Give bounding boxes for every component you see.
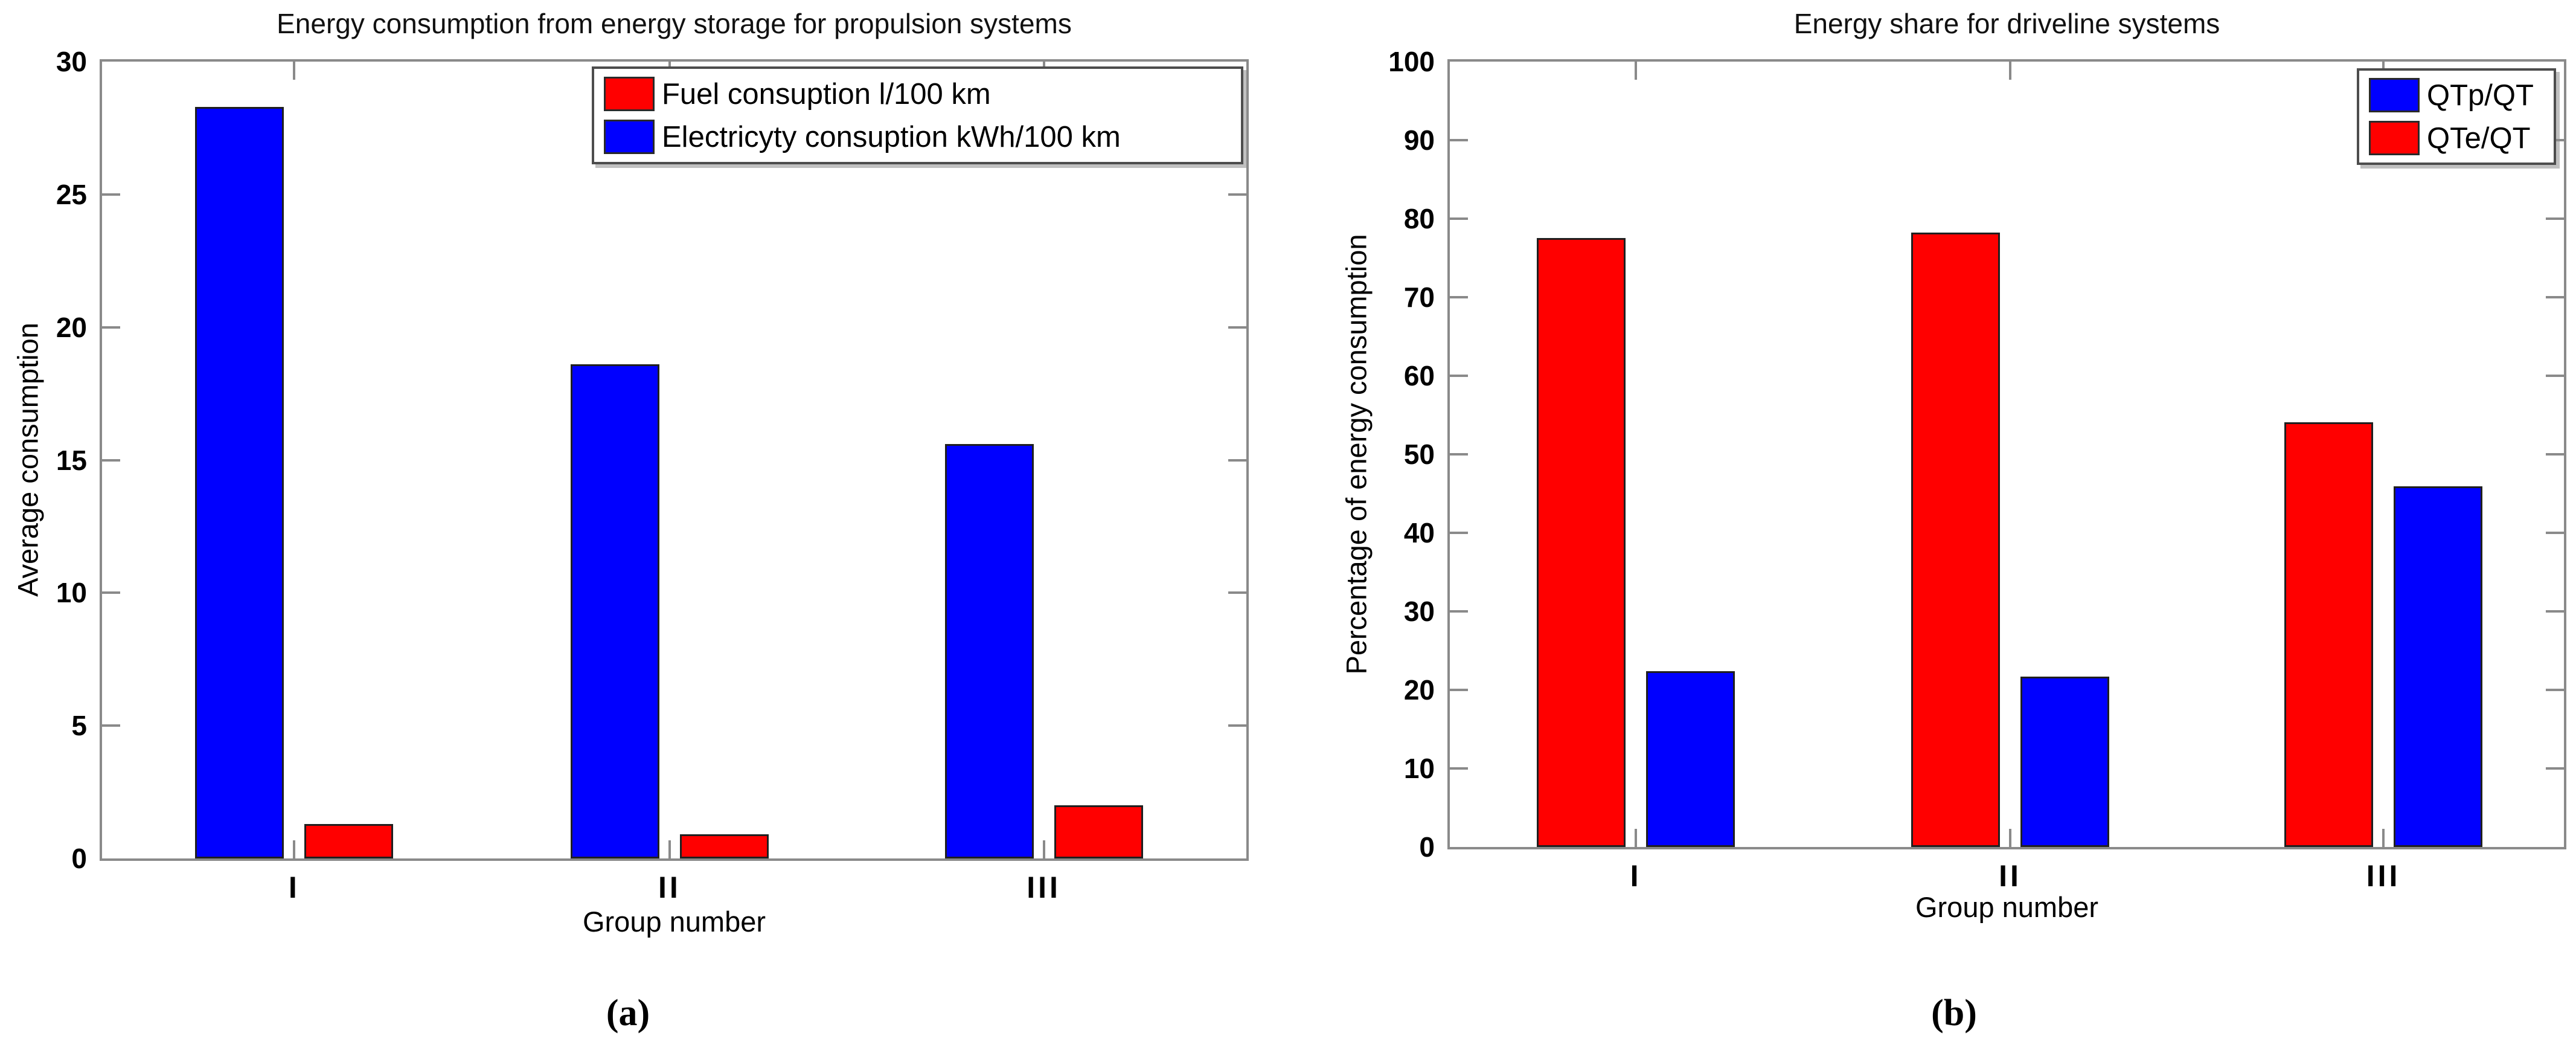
- y-tick-label: 100: [1388, 46, 1435, 77]
- right-bar-blue-group-II: [2020, 677, 2109, 847]
- y-tick-mark-left: [102, 326, 120, 329]
- right-bar-red-group-III: [2284, 422, 2373, 847]
- y-tick-label: 15: [56, 444, 87, 476]
- left-bar-blue-group-I: [195, 107, 284, 858]
- y-tick-mark-left: [102, 459, 120, 462]
- right-chart-x-axis-label: Group number: [1915, 891, 2099, 923]
- left-bar-red-group-III: [1054, 805, 1143, 858]
- y-tick-label: 0: [71, 843, 87, 874]
- x-tick-label: II: [658, 871, 681, 904]
- y-tick-mark-right: [1228, 193, 1246, 196]
- legend-swatch-red: [2369, 121, 2420, 155]
- legend-row: QTe/QT: [2369, 121, 2544, 155]
- y-tick-mark-left: [1450, 532, 1468, 534]
- y-tick-label: 60: [1403, 360, 1435, 391]
- x-tick-mark-top: [1635, 62, 1638, 80]
- y-tick-mark-right: [2546, 217, 2564, 220]
- y-tick-label: 5: [71, 710, 87, 742]
- y-tick-mark-right: [1228, 724, 1246, 727]
- left-bar-red-group-I: [304, 824, 393, 858]
- legend-swatch-blue: [2369, 78, 2420, 112]
- x-tick-mark-top: [2009, 62, 2012, 80]
- x-tick-mark-bottom: [1635, 829, 1638, 847]
- legend-row: Fuel consuption l/100 km: [604, 77, 1231, 111]
- left-bar-red-group-II: [680, 834, 769, 858]
- y-tick-label: 20: [56, 311, 87, 343]
- legend-swatch-blue: [604, 120, 655, 154]
- y-tick-mark-left: [1450, 139, 1468, 141]
- left-chart-x-axis-label: Group number: [582, 906, 766, 938]
- x-tick-label: III: [2366, 859, 2401, 893]
- y-tick-mark-right: [2546, 610, 2564, 613]
- subfigure-caption-a: (a): [606, 993, 650, 1034]
- x-tick-label: I: [1630, 859, 1642, 893]
- legend-label: Electricyty consuption kWh/100 km: [662, 120, 1121, 153]
- x-tick-mark-bottom: [2382, 829, 2385, 847]
- right-bar-red-group-I: [1537, 238, 1626, 847]
- y-tick-mark-right: [1228, 326, 1246, 329]
- y-tick-mark-left: [102, 591, 120, 594]
- left-chart-legend: Fuel consuption l/100 km Electricyty cons…: [592, 66, 1243, 164]
- y-tick-mark-right: [2546, 453, 2564, 456]
- y-tick-label: 50: [1403, 439, 1435, 470]
- y-tick-mark-right: [1228, 591, 1246, 594]
- y-tick-mark-left: [102, 724, 120, 727]
- y-tick-mark-left: [102, 193, 120, 196]
- legend-label: Fuel consuption l/100 km: [662, 77, 991, 111]
- left-bar-blue-group-III: [945, 444, 1034, 858]
- x-tick-label: III: [1027, 871, 1061, 904]
- y-tick-label: 30: [1403, 596, 1435, 627]
- left-bar-blue-group-II: [571, 364, 659, 858]
- y-tick-label: 10: [56, 577, 87, 609]
- right-chart-title: Energy share for driveline systems: [1793, 8, 2220, 39]
- y-tick-mark-right: [1228, 459, 1246, 462]
- y-tick-label: 80: [1403, 203, 1435, 234]
- right-bar-blue-group-III: [2394, 486, 2482, 847]
- y-tick-mark-right: [2546, 375, 2564, 377]
- y-tick-label: 20: [1403, 674, 1435, 706]
- x-tick-mark-bottom: [2009, 829, 2012, 847]
- y-tick-label: 90: [1403, 124, 1435, 156]
- y-tick-mark-left: [1450, 217, 1468, 220]
- y-tick-mark-right: [2546, 296, 2564, 298]
- x-tick-label: II: [1999, 859, 2022, 893]
- left-chart-title: Energy consumption from energy storage f…: [277, 8, 1072, 39]
- y-tick-label: 30: [56, 46, 87, 77]
- legend-label: QTp/QT: [2427, 79, 2534, 112]
- y-tick-label: 0: [1419, 831, 1435, 863]
- y-tick-mark-left: [1450, 375, 1468, 377]
- y-tick-mark-right: [2546, 689, 2564, 691]
- legend-row: QTp/QT: [2369, 78, 2544, 112]
- legend-label: QTe/QT: [2427, 121, 2531, 155]
- x-tick-mark-bottom: [293, 840, 296, 858]
- left-chart-plot-area: 0 5 10 15 20 25 30 I II III: [56, 46, 1249, 904]
- y-tick-mark-left: [1450, 453, 1468, 456]
- subfigure-caption-b: (b): [1931, 993, 1977, 1034]
- y-tick-label: 25: [56, 178, 87, 210]
- right-bar-red-group-II: [1911, 233, 2000, 847]
- y-tick-label: 10: [1403, 753, 1435, 784]
- y-tick-mark-right: [2546, 532, 2564, 534]
- y-tick-label: 40: [1403, 517, 1435, 549]
- right-bar-blue-group-I: [1646, 671, 1735, 847]
- x-tick-mark-bottom: [668, 840, 671, 858]
- y-tick-mark-right: [2546, 767, 2564, 770]
- x-tick-mark-bottom: [1042, 840, 1045, 858]
- right-chart-legend: QTp/QT QTe/QT: [2357, 68, 2556, 165]
- y-tick-mark-left: [1450, 767, 1468, 770]
- legend-row: Electricyty consuption kWh/100 km: [604, 120, 1231, 154]
- y-tick-label: 70: [1403, 282, 1435, 313]
- y-tick-mark-left: [1450, 610, 1468, 613]
- x-tick-mark-top: [293, 62, 296, 80]
- y-tick-mark-left: [1450, 689, 1468, 691]
- legend-swatch-red: [604, 77, 655, 111]
- x-tick-label: I: [288, 871, 300, 904]
- right-chart-plot-area: 0 10 20 30 40 50 60 70 80 90 100 I II III: [1388, 46, 2566, 893]
- y-tick-mark-left: [1450, 296, 1468, 298]
